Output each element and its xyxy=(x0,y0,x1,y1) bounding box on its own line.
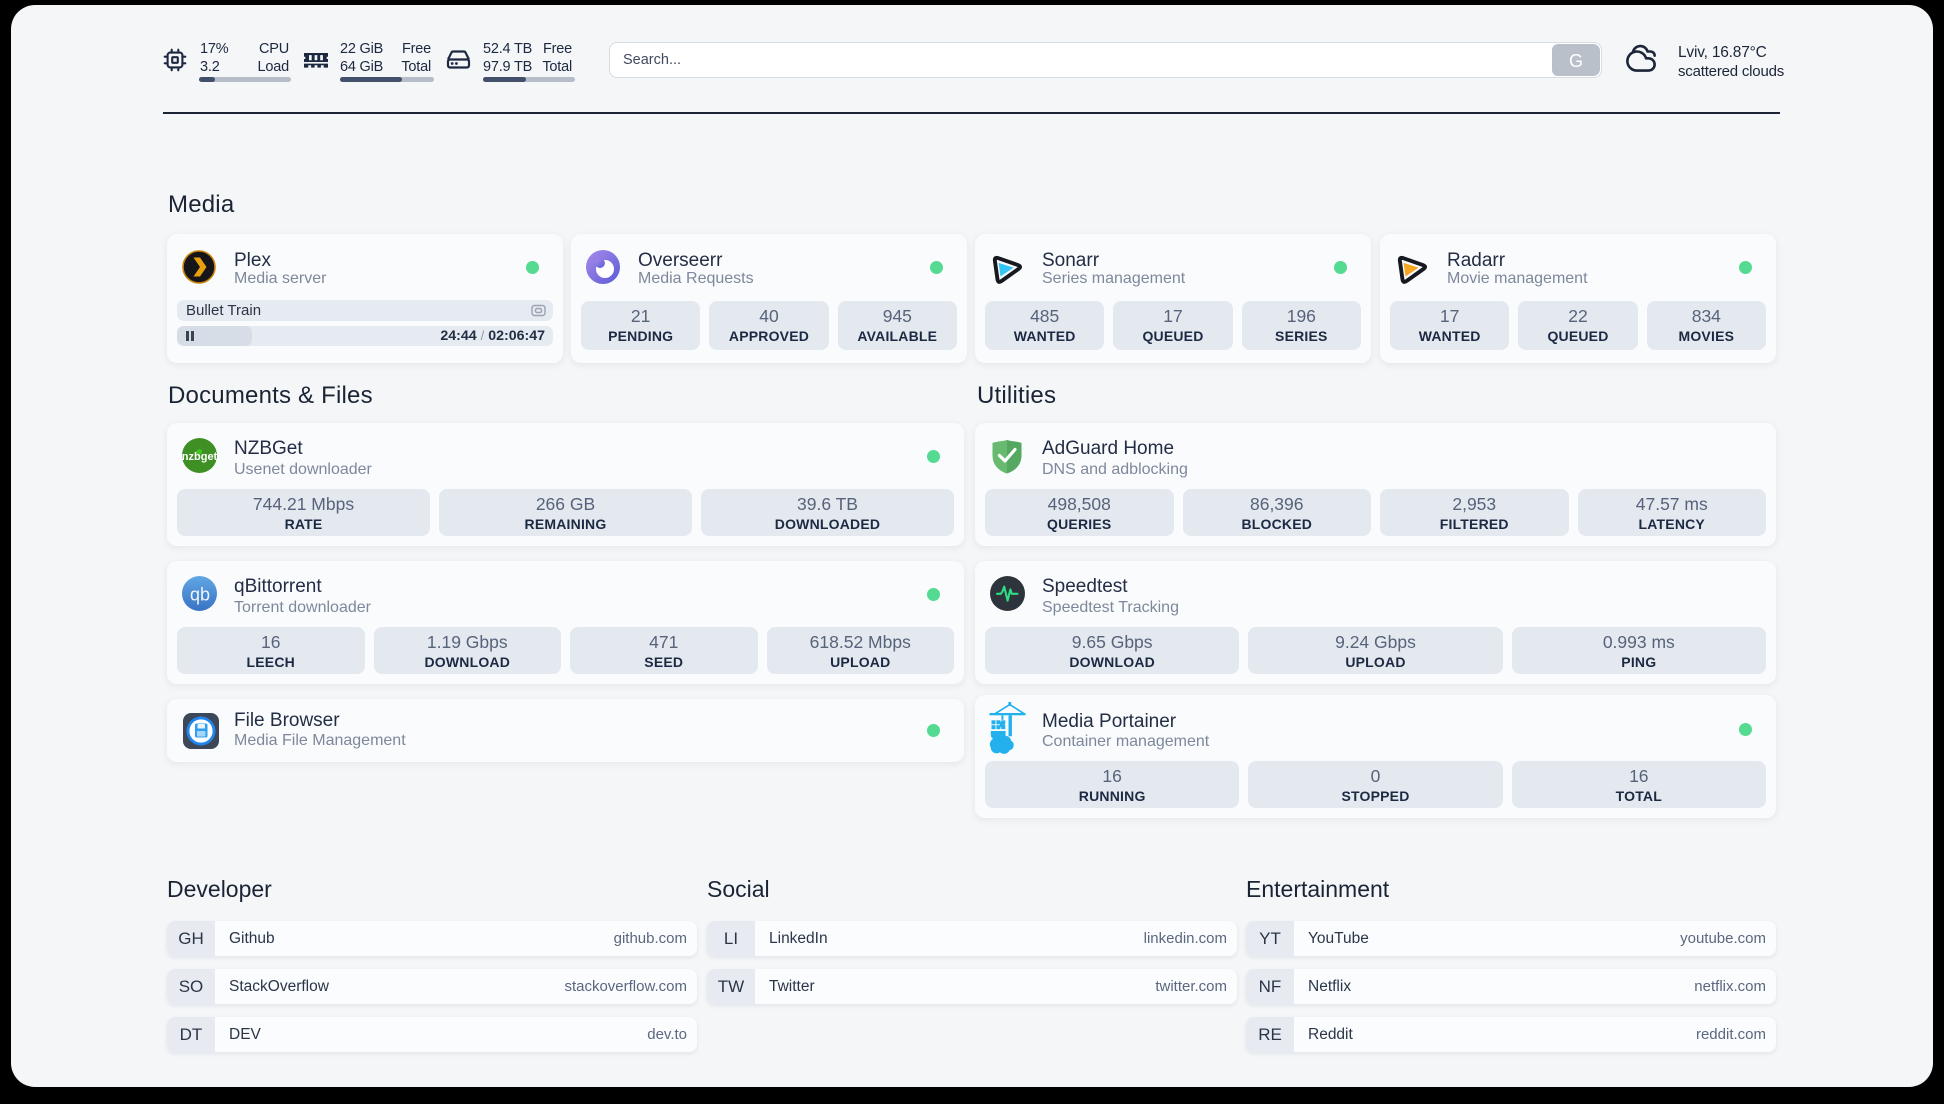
svg-text:qb: qb xyxy=(190,585,210,605)
svg-text:nzbget: nzbget xyxy=(182,451,217,463)
